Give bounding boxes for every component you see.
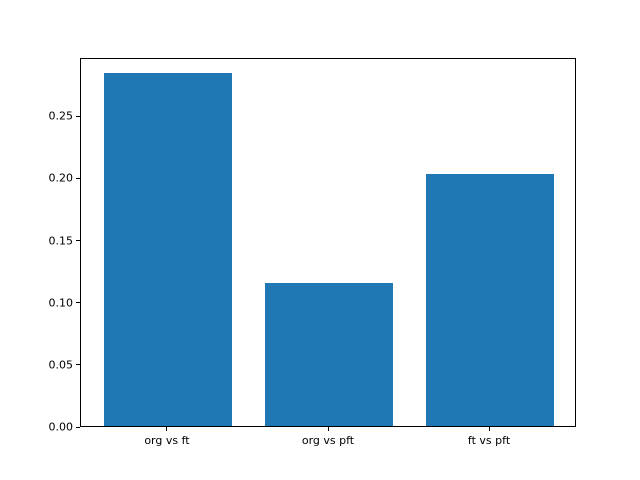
- y-tick-label: 0.00: [48, 420, 74, 434]
- y-tick-label: 0.20: [48, 171, 74, 185]
- bar-ft-vs-pft: [425, 173, 555, 427]
- x-tick-mark: [327, 427, 329, 432]
- y-tick-mark: [76, 364, 80, 366]
- x-tick-label: org vs pft: [301, 434, 355, 448]
- plot-area: [80, 57, 576, 428]
- bar-org-vs-pft: [264, 283, 394, 427]
- y-tick-mark: [76, 302, 80, 304]
- y-tick-label: 0.05: [48, 358, 74, 372]
- y-tick-mark: [76, 240, 80, 242]
- bar-org-vs-ft: [103, 72, 233, 427]
- y-tick-label: 0.15: [48, 234, 74, 248]
- x-tick-mark: [488, 427, 490, 432]
- y-tick-mark: [76, 177, 80, 179]
- x-tick-mark: [166, 427, 168, 432]
- x-tick-label: ft vs pft: [467, 434, 511, 448]
- y-tick-mark: [76, 426, 80, 428]
- y-tick-label: 0.10: [48, 296, 74, 310]
- x-tick-label: org vs ft: [144, 434, 190, 448]
- y-tick-label: 0.25: [48, 109, 74, 123]
- y-tick-mark: [76, 115, 80, 117]
